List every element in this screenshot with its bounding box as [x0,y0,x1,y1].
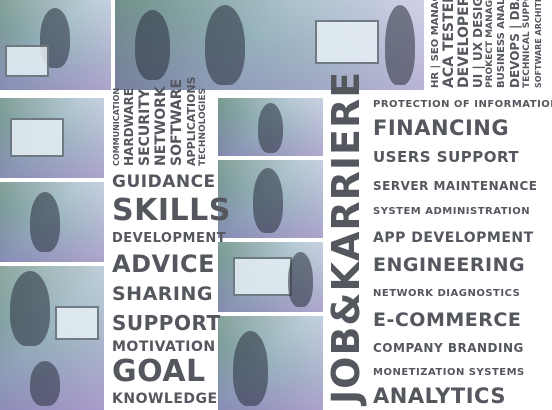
service-word: PROTECTION OF INFORMATION [373,99,552,110]
role-text: TECHNICAL SUPPORT [522,0,532,88]
service-word: MONETIZATION SYSTEMS [373,367,525,378]
role-text: PROKECT MANAGER [485,0,495,88]
topic-vertical: COMMUNICATION [112,87,121,166]
photo-top-left [0,0,111,90]
service-word: E-COMMERCE [373,309,522,331]
photo-center-3 [218,242,323,312]
topic-vertical: SOFTWARE [169,78,185,166]
main-title: JOB&KARRIERE [324,70,368,404]
role-text: SOFTWARE ARCHITECT [534,0,543,88]
topic-word: SHARING [112,283,213,305]
service-word: SYSTEM ADMINISTRATION [373,206,531,217]
service-word: ANALYTICS [373,384,506,408]
topic-word: SUPPORT [112,311,221,335]
role-text: ACA TESTER [441,0,457,88]
service-word: APP DEVELOPMENT [373,230,534,246]
topic-word: KNOWLEDGE [112,391,218,407]
topic-vertical: TECHNOLOGIES [198,87,208,166]
topic-word: GUIDANCE [112,172,216,192]
service-word: COMPANY BRANDING [373,341,524,355]
topic-vertical: NETWORK [153,86,169,166]
photo-top-middle [115,0,424,90]
photo-center-4 [218,316,323,410]
topic-word: SKILLS [112,193,231,228]
topic-word: ADVICE [112,250,216,278]
topic-word: MOTIVATION [112,339,216,355]
role-text: HR | SEO MANAGERS [430,0,441,88]
service-word: ENGINEERING [373,254,526,276]
role-text: DEVOPS | DBAS [508,0,522,88]
service-word: SERVER MAINTENANCE [373,179,538,193]
photo-left-1 [0,98,104,178]
photo-center-1 [218,98,323,156]
service-word: NETWORK DIAGNOSTICS [373,288,521,299]
role-text: DEVELOPER [456,0,472,88]
topic-vertical: SECURITY [137,89,153,166]
photo-left-3 [0,266,104,410]
topic-vertical: APPLICATIONS [185,76,198,166]
topic-word: DEVELOPMENT [112,231,227,246]
topic-word: GOAL [112,354,206,389]
service-word: FINANCING [373,116,510,140]
role-text: UI | UX DESIGNER [471,0,485,88]
topic-vertical: HARDWARE [122,88,136,166]
service-word: USERS SUPPORT [373,148,520,166]
photo-center-2 [218,160,323,238]
role-text: BUSINESS ANALYST [496,0,507,88]
photo-left-2 [0,182,104,262]
